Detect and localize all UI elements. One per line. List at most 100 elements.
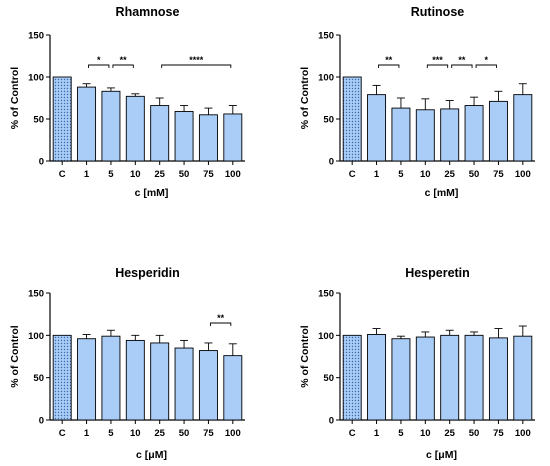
- y-axis-label: % of Control: [9, 325, 21, 387]
- bar-5: [101, 90, 121, 162]
- bar-10: [415, 336, 435, 421]
- x-axis-label: c [μM]: [136, 449, 167, 461]
- bar-75: [198, 114, 218, 162]
- chart-panel-4: Hesperetin 0 50 100 150 % of Control C 1 5 10 25 50…: [299, 266, 535, 461]
- x-tick-label: 75: [493, 428, 504, 439]
- bar-1: [77, 86, 97, 162]
- bar-C: [52, 76, 72, 162]
- chart-title: Hesperidin: [115, 266, 180, 280]
- y-tick-label: 50: [323, 115, 334, 126]
- y-tick-label: 0: [329, 157, 334, 168]
- bar-5: [391, 338, 411, 421]
- bar-100: [223, 113, 243, 162]
- x-axis-label: c [mM]: [425, 187, 459, 199]
- x-tick-label: 75: [203, 428, 214, 439]
- x-tick-label: 5: [108, 428, 114, 439]
- x-tick-label: 10: [130, 169, 141, 180]
- significance-bracket: [112, 64, 134, 68]
- chart-panel-1: Rhamnose 0 50 100 150 % of Control C 1 5 10 25 50 75…: [9, 5, 245, 199]
- y-tick-label: 0: [39, 416, 44, 427]
- y-tick-label: 150: [318, 31, 334, 42]
- x-tick-label: 10: [420, 169, 431, 180]
- bar-5: [391, 107, 411, 162]
- y-tick-label: 100: [318, 331, 334, 342]
- bar-C: [52, 334, 72, 421]
- bar-25: [150, 342, 170, 421]
- significance-bracket: [161, 64, 232, 68]
- x-axis-label: c [mM]: [135, 187, 169, 199]
- bar-25: [150, 105, 170, 162]
- x-tick-label: C: [59, 428, 66, 439]
- x-tick-label: 75: [493, 169, 504, 180]
- y-axis-label: % of Control: [9, 67, 21, 129]
- y-tick-label: 0: [329, 416, 334, 427]
- significance-label: ***: [432, 55, 443, 65]
- significance-bracket: [426, 64, 449, 68]
- y-tick-label: 50: [323, 373, 334, 384]
- x-tick-label: 1: [84, 428, 90, 439]
- significance-bracket: [475, 64, 497, 68]
- significance-label: ****: [189, 55, 204, 65]
- x-tick-label: 1: [374, 428, 380, 439]
- bar-75: [198, 350, 218, 421]
- significance-bracket: [88, 64, 110, 68]
- bar-50: [174, 347, 194, 421]
- y-tick-label: 100: [28, 73, 44, 84]
- x-tick-label: 100: [225, 428, 241, 439]
- bar-75: [488, 337, 508, 421]
- significance-label: *: [97, 55, 101, 65]
- bar-100: [513, 335, 533, 421]
- y-tick-label: 0: [39, 157, 44, 168]
- y-axis-label: % of Control: [299, 325, 311, 387]
- x-tick-label: 10: [130, 428, 141, 439]
- x-tick-label: 25: [444, 169, 455, 180]
- y-tick-label: 150: [28, 31, 44, 42]
- bar-50: [464, 334, 484, 421]
- y-tick-label: 50: [33, 373, 44, 384]
- significance-label: *: [484, 55, 488, 65]
- chart-panel-3: Hesperidin 0 50 100 150 % of Control C 1 5 10 25 50…: [9, 266, 245, 461]
- significance-label: **: [217, 313, 225, 323]
- significance-bracket: [378, 64, 400, 68]
- x-axis-label: c [μM]: [426, 449, 457, 461]
- bar-10: [125, 339, 145, 421]
- bar-25: [440, 108, 460, 162]
- x-tick-label: 25: [154, 169, 165, 180]
- bar-75: [488, 100, 508, 162]
- chart-title: Hesperetin: [405, 266, 470, 280]
- bar-50: [174, 110, 194, 162]
- x-tick-label: 1: [84, 169, 90, 180]
- x-tick-label: 1: [374, 169, 380, 180]
- x-tick-label: 50: [469, 169, 480, 180]
- bar-10: [125, 95, 145, 162]
- y-tick-label: 100: [318, 73, 334, 84]
- x-tick-label: 5: [398, 428, 404, 439]
- chart-title: Rutinose: [411, 5, 465, 19]
- significance-bracket: [209, 322, 232, 326]
- bar-C: [342, 76, 362, 162]
- bar-25: [440, 334, 460, 421]
- y-axis-label: % of Control: [299, 67, 311, 129]
- bar-50: [464, 105, 484, 162]
- significance-label: **: [458, 55, 466, 65]
- y-tick-label: 50: [33, 115, 44, 126]
- significance-label: **: [120, 55, 128, 65]
- x-tick-label: 10: [420, 428, 431, 439]
- bar-1: [367, 94, 387, 162]
- x-tick-label: C: [59, 169, 66, 180]
- x-tick-label: 100: [515, 428, 531, 439]
- bar-10: [415, 109, 435, 162]
- x-tick-label: 50: [469, 428, 480, 439]
- x-tick-label: 5: [398, 169, 404, 180]
- bar-100: [223, 355, 243, 421]
- y-tick-label: 150: [28, 289, 44, 300]
- x-tick-label: 50: [179, 169, 190, 180]
- significance-bracket: [451, 64, 473, 68]
- bar-5: [101, 335, 121, 421]
- x-tick-label: 5: [108, 169, 114, 180]
- x-tick-label: 100: [515, 169, 531, 180]
- y-tick-label: 100: [28, 331, 44, 342]
- bar-1: [367, 334, 387, 421]
- x-tick-label: 50: [179, 428, 190, 439]
